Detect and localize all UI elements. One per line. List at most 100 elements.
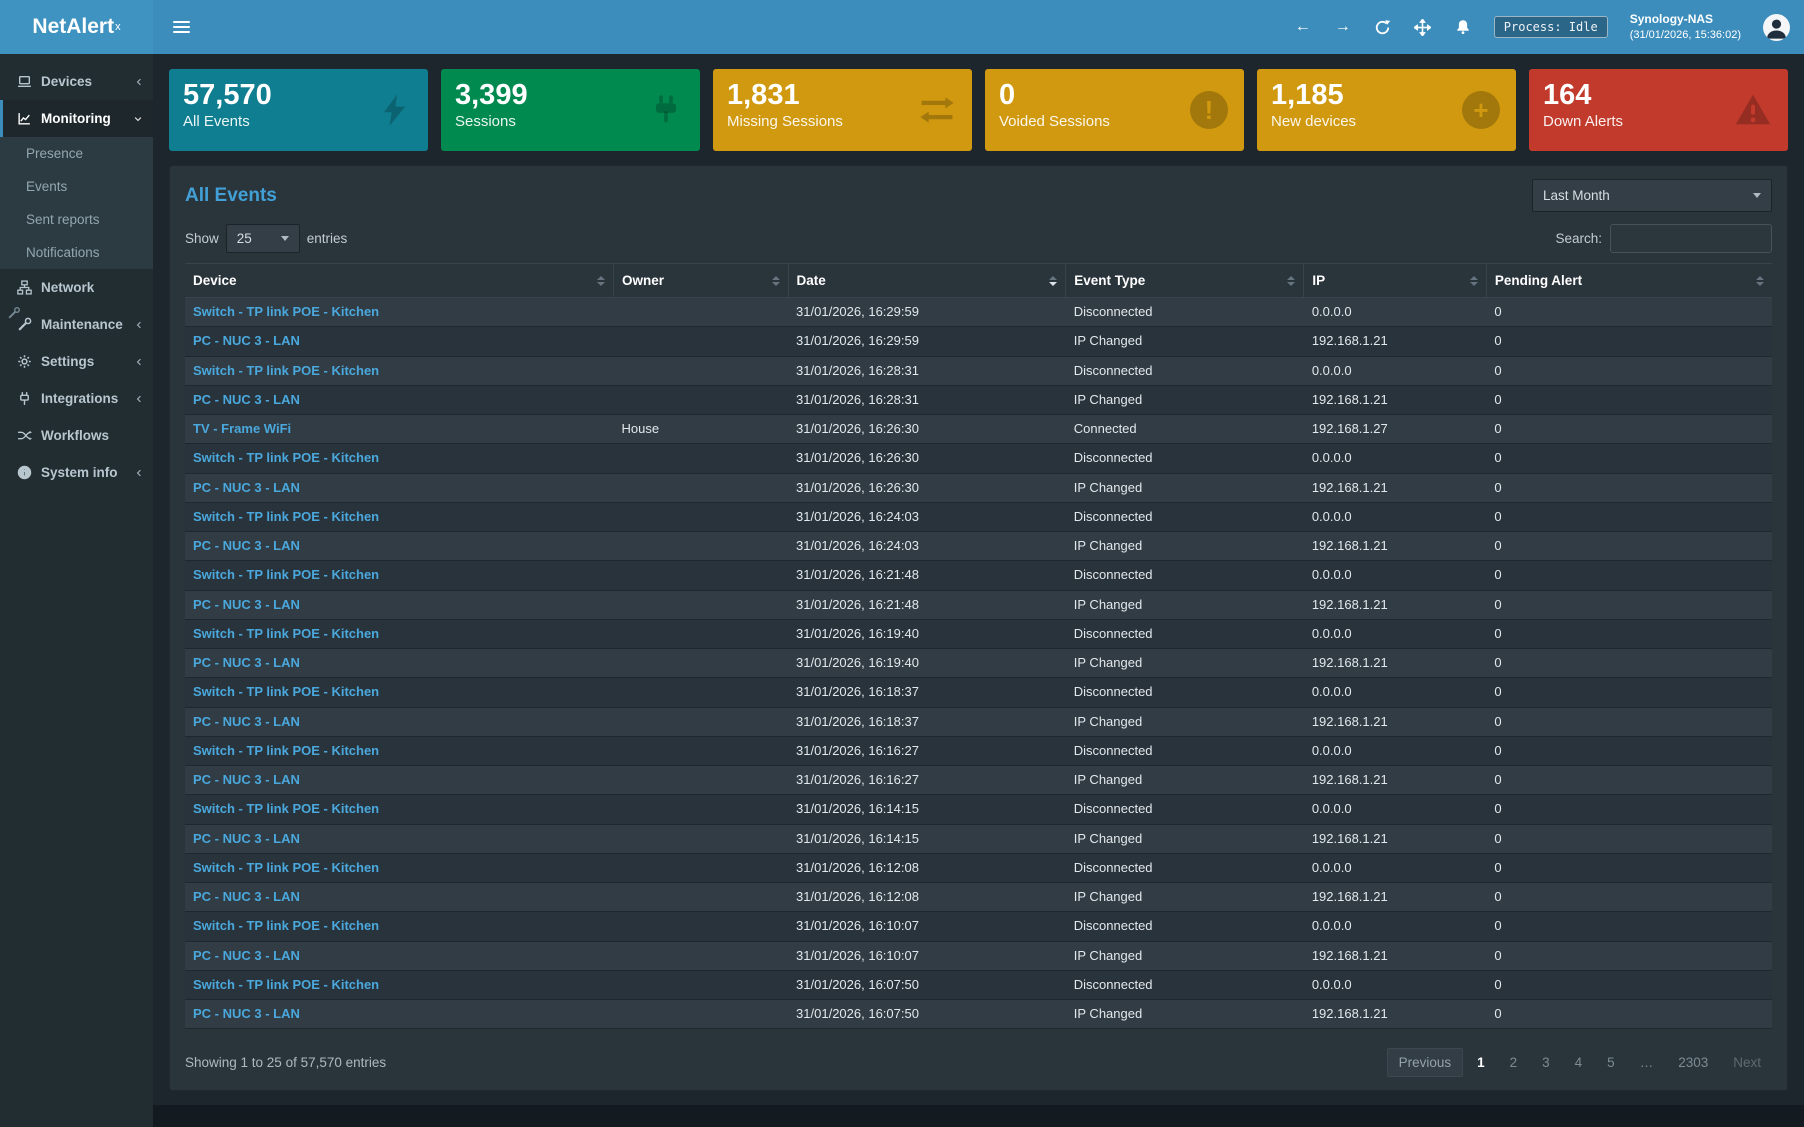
device-link[interactable]: PC - NUC 3 - LAN	[185, 385, 614, 416]
sidebar-toggle-icon[interactable]	[169, 15, 194, 39]
pagination-page-5[interactable]: 5	[1607, 1055, 1615, 1070]
sidebar-item-settings[interactable]: Settings	[0, 343, 153, 380]
stat-card-new-devices[interactable]: 1,185 New devices +	[1257, 69, 1516, 151]
col-header-event-type[interactable]: Event Type	[1065, 263, 1304, 298]
pending-alert-cell: 0	[1486, 824, 1772, 854]
table-row: PC - NUC 3 - LAN 31/01/2026, 16:12:08 IP…	[185, 882, 1772, 913]
stat-card-sessions[interactable]: 3,399 Sessions	[441, 69, 700, 151]
device-link[interactable]: Switch - TP link POE - Kitchen	[185, 356, 614, 386]
device-link[interactable]: PC - NUC 3 - LAN	[185, 590, 614, 620]
device-link[interactable]: PC - NUC 3 - LAN	[185, 531, 614, 562]
device-link[interactable]: Switch - TP link POE - Kitchen	[185, 794, 614, 825]
card-label: Voided Sessions	[999, 113, 1110, 131]
table-row: Switch - TP link POE - Kitchen 31/01/202…	[185, 619, 1772, 650]
owner-cell	[613, 473, 789, 503]
sidebar-item-monitoring[interactable]: Monitoring	[0, 100, 153, 137]
device-link[interactable]: Switch - TP link POE - Kitchen	[185, 677, 614, 708]
forward-arrow-icon[interactable]: →	[1334, 18, 1351, 35]
device-link[interactable]: Switch - TP link POE - Kitchen	[185, 619, 614, 650]
process-status-badge[interactable]: Process: Idle	[1493, 16, 1608, 38]
refresh-icon[interactable]	[1374, 18, 1392, 36]
chevron-down-icon	[280, 236, 289, 241]
sidebar-item-network[interactable]: Network	[0, 269, 153, 306]
back-arrow-icon[interactable]: ←	[1294, 18, 1311, 35]
app-logo[interactable]: NetAlert x	[0, 0, 153, 54]
sidebar-item-sent-reports[interactable]: Sent reports	[26, 212, 100, 227]
event-type-cell: Disconnected	[1065, 911, 1304, 942]
device-link[interactable]: PC - NUC 3 - LAN	[185, 765, 614, 796]
sidebar: Devices Monitoring Presence Events Sent …	[0, 54, 153, 1127]
date-cell: 31/01/2026, 16:28:31	[788, 385, 1066, 416]
pagination-page-2[interactable]: 2	[1509, 1055, 1518, 1070]
col-header-date[interactable]: Date	[787, 263, 1066, 298]
device-link[interactable]: PC - NUC 3 - LAN	[185, 707, 614, 737]
stat-card-down-alerts[interactable]: 164 Down Alerts	[1529, 69, 1788, 151]
owner-cell	[613, 970, 789, 1001]
event-type-cell: IP Changed	[1065, 326, 1304, 357]
pagination-page-last[interactable]: 2303	[1678, 1055, 1709, 1070]
sidebar-item-system-info[interactable]: System info	[0, 454, 153, 491]
sidebar-item-presence[interactable]: Presence	[26, 146, 84, 161]
pagination-page-1[interactable]: 1	[1477, 1055, 1485, 1070]
pagination-previous[interactable]: Previous	[1386, 1048, 1464, 1077]
pending-alert-cell: 0	[1486, 999, 1772, 1030]
device-link[interactable]: Switch - TP link POE - Kitchen	[185, 560, 614, 591]
sidebar-item-notifications[interactable]: Notifications	[26, 245, 100, 260]
event-type-cell: Disconnected	[1065, 619, 1304, 650]
pagination-next[interactable]: Next	[1733, 1055, 1761, 1070]
col-header-owner[interactable]: Owner	[612, 263, 789, 298]
stat-card-all-events[interactable]: 57,570 All Events	[169, 69, 428, 151]
plus-circle-icon: +	[1462, 91, 1500, 129]
table-row: Switch - TP link POE - Kitchen 31/01/202…	[185, 736, 1772, 767]
search-label: Search:	[1555, 231, 1602, 246]
move-arrows-icon[interactable]	[1414, 18, 1432, 36]
sidebar-item-maintenance[interactable]: Maintenance	[0, 306, 153, 343]
device-link[interactable]: Switch - TP link POE - Kitchen	[185, 736, 614, 767]
device-link[interactable]: Switch - TP link POE - Kitchen	[185, 502, 614, 533]
sidebar-item-label: Integrations	[41, 391, 119, 406]
gear-icon	[18, 355, 31, 368]
pagination-page-4[interactable]: 4	[1574, 1055, 1583, 1070]
monitoring-submenu: Presence Events Sent reports Notificatio…	[0, 137, 153, 269]
floating-wrench-icon[interactable]	[7, 306, 21, 325]
bell-icon[interactable]	[1454, 18, 1472, 36]
search-input[interactable]	[1610, 224, 1772, 253]
page-length-value: 25	[236, 231, 252, 246]
device-link[interactable]: PC - NUC 3 - LAN	[185, 326, 614, 357]
period-select[interactable]: Last Month	[1532, 179, 1772, 212]
sidebar-item-workflows[interactable]: Workflows	[0, 417, 153, 454]
col-header-pending-alert[interactable]: Pending Alert	[1485, 263, 1772, 298]
pagination-page-3[interactable]: 3	[1542, 1055, 1550, 1070]
device-link[interactable]: Switch - TP link POE - Kitchen	[185, 970, 614, 1001]
pending-alert-cell: 0	[1486, 590, 1772, 620]
sidebar-item-events[interactable]: Events	[26, 179, 68, 194]
device-link[interactable]: PC - NUC 3 - LAN	[185, 999, 614, 1030]
table-header-row: Device Owner Date Event Type IP Pending …	[185, 263, 1772, 298]
device-link[interactable]: PC - NUC 3 - LAN	[185, 648, 614, 679]
owner-cell	[613, 560, 789, 591]
owner-cell	[613, 941, 789, 971]
user-avatar[interactable]	[1763, 13, 1790, 41]
device-link[interactable]: Switch - TP link POE - Kitchen	[185, 297, 614, 328]
device-link[interactable]: PC - NUC 3 - LAN	[185, 941, 614, 971]
device-link[interactable]: PC - NUC 3 - LAN	[185, 473, 614, 503]
date-cell: 31/01/2026, 16:18:37	[788, 677, 1066, 708]
col-header-device[interactable]: Device	[185, 263, 614, 298]
page-length-select[interactable]: 25	[225, 224, 300, 253]
entries-label: entries	[306, 231, 348, 246]
date-cell: 31/01/2026, 16:07:50	[788, 999, 1066, 1030]
device-link[interactable]: Switch - TP link POE - Kitchen	[185, 853, 614, 884]
col-header-ip[interactable]: IP	[1303, 263, 1487, 298]
device-link[interactable]: PC - NUC 3 - LAN	[185, 824, 614, 854]
sidebar-item-devices[interactable]: Devices	[0, 63, 153, 100]
stat-card-missing-sessions[interactable]: 1,831 Missing Sessions	[713, 69, 972, 151]
pagination-ellipsis: …	[1639, 1055, 1654, 1070]
sidebar-item-integrations[interactable]: Integrations	[0, 380, 153, 417]
device-link[interactable]: Switch - TP link POE - Kitchen	[185, 443, 614, 474]
info-icon	[17, 465, 32, 480]
device-link[interactable]: Switch - TP link POE - Kitchen	[185, 911, 614, 942]
stat-card-voided-sessions[interactable]: 0 Voided Sessions !	[985, 69, 1244, 151]
owner-cell	[613, 531, 789, 562]
device-link[interactable]: TV - Frame WiFi	[185, 414, 614, 445]
device-link[interactable]: PC - NUC 3 - LAN	[185, 882, 614, 913]
